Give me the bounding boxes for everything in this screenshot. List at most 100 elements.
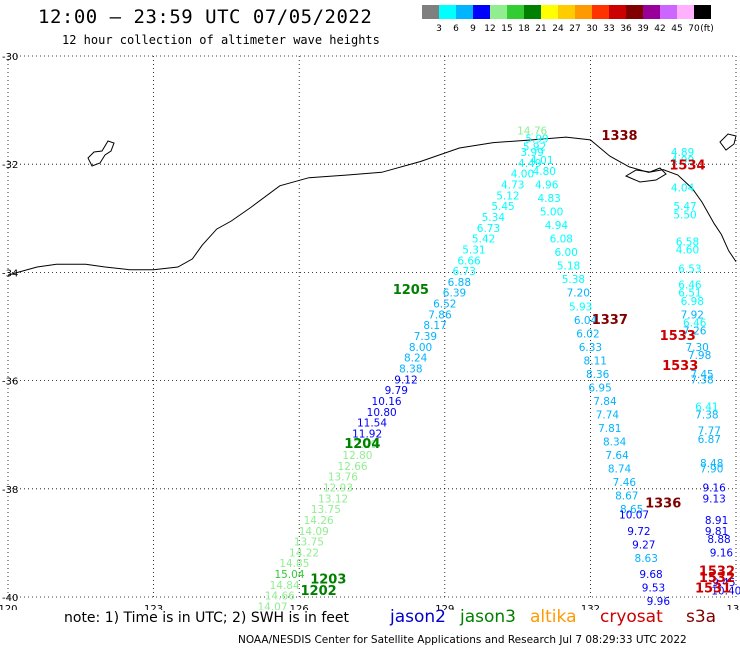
swh-value: 6.02 bbox=[576, 328, 599, 340]
colorbar-label: 6 bbox=[453, 24, 459, 34]
swh-value: 11.54 bbox=[357, 418, 387, 430]
swh-value: 13.76 bbox=[328, 472, 358, 484]
swh-value: 5.42 bbox=[472, 234, 495, 246]
colorbar-label: 21 bbox=[535, 24, 546, 34]
track-values: 14.765.995.923.994.494.004.735.125.455.3… bbox=[257, 125, 740, 610]
swh-value: 6.41 bbox=[695, 401, 718, 413]
swh-value: 9.27 bbox=[632, 539, 655, 551]
legend-s3a: s3a bbox=[686, 607, 717, 627]
lat-tick-label: -32 bbox=[2, 160, 18, 171]
colorbar-label: 70 bbox=[688, 24, 700, 34]
swh-value: 8.11 bbox=[584, 355, 607, 367]
swh-value: 7.38 bbox=[695, 409, 718, 421]
swh-value: 9.68 bbox=[639, 569, 662, 581]
swh-value: 6.66 bbox=[457, 255, 481, 267]
colorbar-label: 39 bbox=[637, 24, 649, 34]
pass-time-label: 1203 bbox=[310, 572, 346, 587]
colorbar-swatch bbox=[609, 5, 626, 19]
swh-value: 8.65 bbox=[620, 504, 643, 516]
colorbar-swatch bbox=[524, 5, 541, 19]
swh-value: 8.34 bbox=[603, 437, 627, 449]
swh-value: 10.07 bbox=[619, 510, 649, 522]
swh-value: 14.07 bbox=[257, 602, 287, 610]
swh-value: 5.18 bbox=[557, 261, 580, 273]
swh-value: 7.38 bbox=[690, 374, 713, 386]
swh-value: 3.99 bbox=[520, 147, 543, 159]
swh-value: 6.08 bbox=[550, 234, 573, 246]
swh-value: 6.52 bbox=[433, 299, 456, 311]
lat-tick-label: -30 bbox=[2, 52, 18, 63]
colorbar-label: 33 bbox=[603, 24, 614, 34]
swh-value: 9.16 bbox=[702, 483, 726, 495]
swh-value: 13.75 bbox=[311, 504, 341, 516]
legend-cryosat: cryosat bbox=[600, 607, 663, 627]
colorbar-label: 9 bbox=[470, 24, 476, 34]
lon-tick-label: 135 bbox=[726, 604, 740, 610]
colorbar-swatch bbox=[473, 5, 490, 19]
lon-tick-label: 120 bbox=[0, 604, 18, 610]
swh-value: 6.88 bbox=[448, 277, 471, 289]
lon-tick-label: 126 bbox=[290, 604, 309, 610]
swh-value: 14.85 bbox=[279, 558, 309, 570]
swh-value: 6.58 bbox=[676, 236, 699, 248]
colorbar-label: 30 bbox=[586, 24, 598, 34]
lat-tick-label: -34 bbox=[2, 268, 18, 279]
swh-value: 8.74 bbox=[608, 464, 632, 476]
colorbar-swatch bbox=[558, 5, 575, 19]
swh-value: 5.12 bbox=[496, 190, 519, 202]
footnote-text: note: 1) Time is in UTC; 2) SWH is in fe… bbox=[64, 610, 350, 626]
swh-value: 5.92 bbox=[523, 142, 546, 154]
colorbar-swatch bbox=[677, 5, 694, 19]
swh-value: 6.46 bbox=[683, 318, 707, 330]
colorbar-label: 42 bbox=[654, 24, 665, 34]
lon-tick-label: 129 bbox=[435, 604, 454, 610]
swh-value: 8.17 bbox=[423, 320, 446, 332]
swh-value: 4.83 bbox=[537, 193, 560, 205]
swh-value: 4.60 bbox=[676, 244, 699, 256]
swh-value: 12.93 bbox=[323, 483, 353, 495]
colorbar-swatch bbox=[490, 5, 507, 19]
pass-time-label: 1205 bbox=[393, 283, 429, 298]
swh-value: 6.33 bbox=[579, 342, 602, 354]
colorbar-label: 18 bbox=[518, 24, 530, 34]
colorbar-swatch bbox=[626, 5, 643, 19]
island-outline bbox=[624, 167, 667, 183]
colorbar-swatch bbox=[541, 5, 558, 19]
swh-value: 15.04 bbox=[274, 569, 304, 581]
swh-value: 7.20 bbox=[567, 288, 590, 300]
pass-time-label: 1204 bbox=[344, 437, 380, 452]
map-grid bbox=[7, 55, 737, 598]
swh-value: 8.00 bbox=[409, 342, 432, 354]
swh-value: 5.47 bbox=[673, 201, 696, 213]
pass-time-label: 1202 bbox=[301, 584, 337, 599]
legend-altika: altika bbox=[530, 607, 577, 627]
swh-value: 7.45 bbox=[690, 369, 713, 381]
swh-value: 7.64 bbox=[605, 450, 629, 462]
pass-time-label: 1337 bbox=[592, 313, 628, 328]
swh-value: 5.50 bbox=[673, 209, 696, 221]
swh-value: 9.16 bbox=[710, 547, 734, 559]
swh-value: 5.99 bbox=[525, 134, 548, 146]
swh-value: 8.63 bbox=[635, 553, 658, 565]
swh-value: 7.77 bbox=[698, 426, 721, 438]
swh-value: 6.73 bbox=[477, 223, 500, 235]
lon-tick-label: 123 bbox=[144, 604, 163, 610]
pass-time-label: 1532 bbox=[699, 564, 735, 579]
swh-value: 6.98 bbox=[681, 296, 704, 308]
swh-value: 4.99 bbox=[671, 155, 694, 167]
colorbar-swatch bbox=[575, 5, 592, 19]
pass-time-label: 1533 bbox=[662, 359, 698, 374]
pass-time-label: 1532 bbox=[699, 571, 735, 586]
swh-value: 6.46 bbox=[678, 280, 702, 292]
colorbar-swatch bbox=[660, 5, 677, 19]
swh-value: 10.40 bbox=[711, 585, 740, 597]
colorbar-label: 45 bbox=[671, 24, 682, 34]
swh-value: 5.00 bbox=[540, 207, 563, 219]
swh-value: 4.89 bbox=[671, 147, 694, 159]
swh-value: 6.04 bbox=[574, 315, 598, 327]
swh-value: 7.84 bbox=[593, 396, 617, 408]
swh-value: 4.73 bbox=[501, 180, 524, 192]
lat-tick-label: -40 bbox=[2, 593, 18, 604]
swh-value: 4.94 bbox=[545, 220, 569, 232]
swh-value: 4.04 bbox=[671, 182, 695, 194]
